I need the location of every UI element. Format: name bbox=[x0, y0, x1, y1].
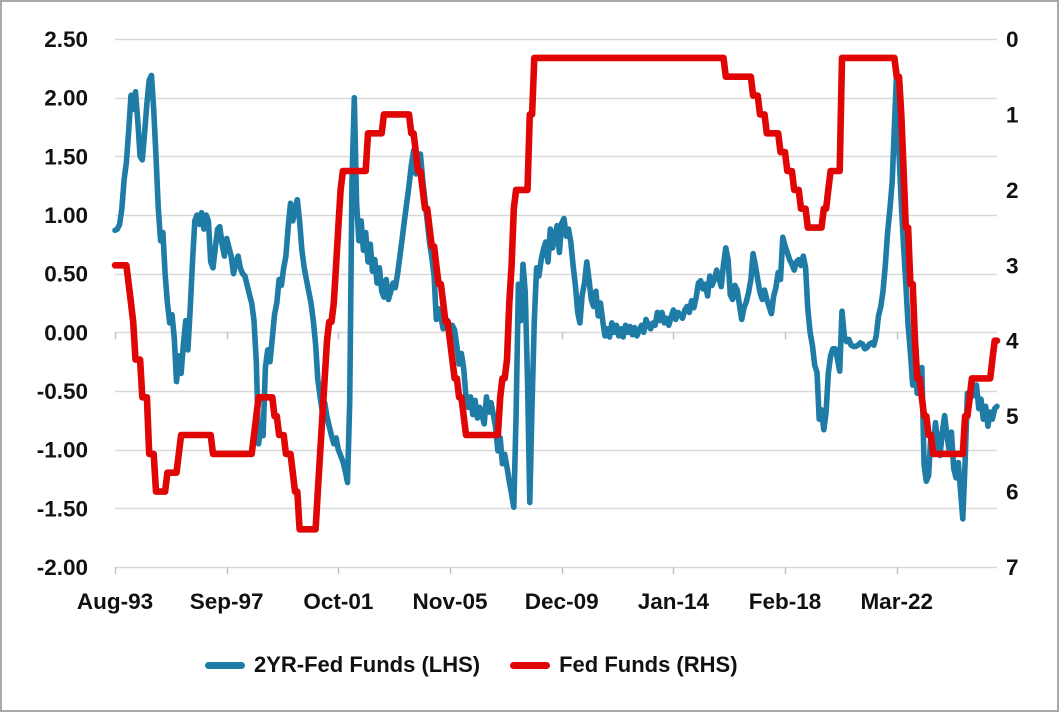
axis-tick-label: 1.50 bbox=[44, 144, 88, 169]
x-axis-labels: Aug-93 Sep-97 Oct-01 Nov-05 Dec-09 Jan-14 Feb-… bbox=[77, 589, 933, 614]
legend-label-fed-funds: Fed Funds (RHS) bbox=[559, 652, 738, 677]
x-axis-ticks bbox=[114, 332, 899, 574]
legend-swatch-blue-line-icon bbox=[205, 661, 245, 669]
axis-tick-label: -0.50 bbox=[37, 379, 88, 404]
axis-tick-label: -1.00 bbox=[37, 438, 88, 463]
dual-axis-line-chart: 2.50 2.00 1.50 1.00 0.50 0.00 -0.50 -1.00 -1.50 -… bbox=[37, 27, 1019, 614]
legend: 2YR-Fed Funds (LHS) Fed Funds (RHS) bbox=[205, 652, 738, 678]
axis-tick-label: Oct-01 bbox=[303, 589, 373, 614]
legend-item-fed-funds: Fed Funds (RHS) bbox=[510, 652, 738, 678]
axis-tick-label: Aug-93 bbox=[77, 589, 153, 614]
axis-tick-label: 2 bbox=[1006, 178, 1019, 203]
axis-tick-label: 1 bbox=[1006, 102, 1019, 127]
left-axis-labels: 2.50 2.00 1.50 1.00 0.50 0.00 -0.50 -1.00 -1.50 -… bbox=[37, 27, 88, 580]
axis-tick-label: Nov-05 bbox=[413, 589, 488, 614]
axis-tick-label: 2.50 bbox=[44, 27, 88, 52]
gridlines bbox=[115, 38, 997, 569]
axis-tick-label: Dec-09 bbox=[525, 589, 599, 614]
axis-tick-label: 5 bbox=[1006, 404, 1019, 429]
legend-item-2yr-fed-funds: 2YR-Fed Funds (LHS) bbox=[205, 652, 480, 678]
series-line-fed-funds bbox=[111, 54, 1001, 533]
legend-swatch-red-line-icon bbox=[510, 661, 551, 669]
axis-tick-label: -2.00 bbox=[37, 555, 88, 580]
right-axis-labels: 0 1 2 3 4 5 6 7 bbox=[1006, 27, 1019, 580]
axis-tick-label: 6 bbox=[1006, 480, 1019, 505]
legend-label-2yr-fed-funds: 2YR-Fed Funds (LHS) bbox=[254, 652, 481, 677]
axis-tick-label: 0.00 bbox=[44, 320, 88, 345]
axis-tick-label: 3 bbox=[1006, 253, 1019, 278]
axis-tick-label: Sep-97 bbox=[190, 589, 264, 614]
axis-tick-label: 0 bbox=[1006, 27, 1019, 52]
axis-tick-label: 0.50 bbox=[44, 262, 88, 287]
axis-tick-label: Mar-22 bbox=[860, 589, 933, 614]
axis-tick-label: 7 bbox=[1006, 555, 1019, 580]
series-line-2yr-minus-fed-funds bbox=[112, 67, 1000, 522]
axis-tick-label: 2.00 bbox=[44, 86, 88, 111]
axis-tick-label: -1.50 bbox=[37, 496, 88, 521]
axis-tick-label: Feb-18 bbox=[749, 589, 822, 614]
axis-tick-label: 4 bbox=[1006, 329, 1019, 354]
axis-tick-label: 1.00 bbox=[44, 203, 88, 228]
axis-tick-label: Jan-14 bbox=[638, 589, 710, 614]
